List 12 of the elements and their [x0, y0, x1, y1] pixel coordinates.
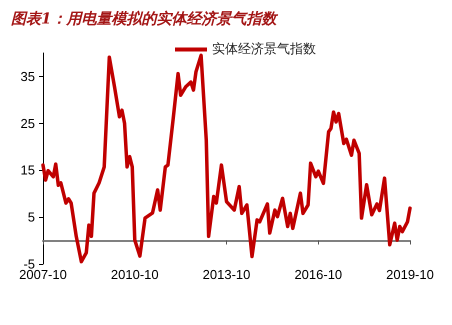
legend-label: 实体经济景气指数 [212, 42, 316, 57]
x-tick-label: 2013-10 [202, 267, 250, 282]
y-tick-label: 25 [20, 116, 35, 131]
line-series [41, 54, 412, 264]
y-tick-label: 35 [20, 68, 35, 84]
chart-title: 图表1：用电量模拟的实体经济景气指数 [11, 10, 278, 28]
y-tick-label: 5 [28, 210, 35, 225]
x-tick-label: 2019-10 [386, 267, 434, 282]
y-tick-label: -5 [23, 256, 35, 272]
x-tick-label: 2016-10 [294, 267, 342, 282]
y-tick-label: 15 [20, 162, 35, 178]
x-tick-label: 2010-10 [110, 267, 159, 282]
